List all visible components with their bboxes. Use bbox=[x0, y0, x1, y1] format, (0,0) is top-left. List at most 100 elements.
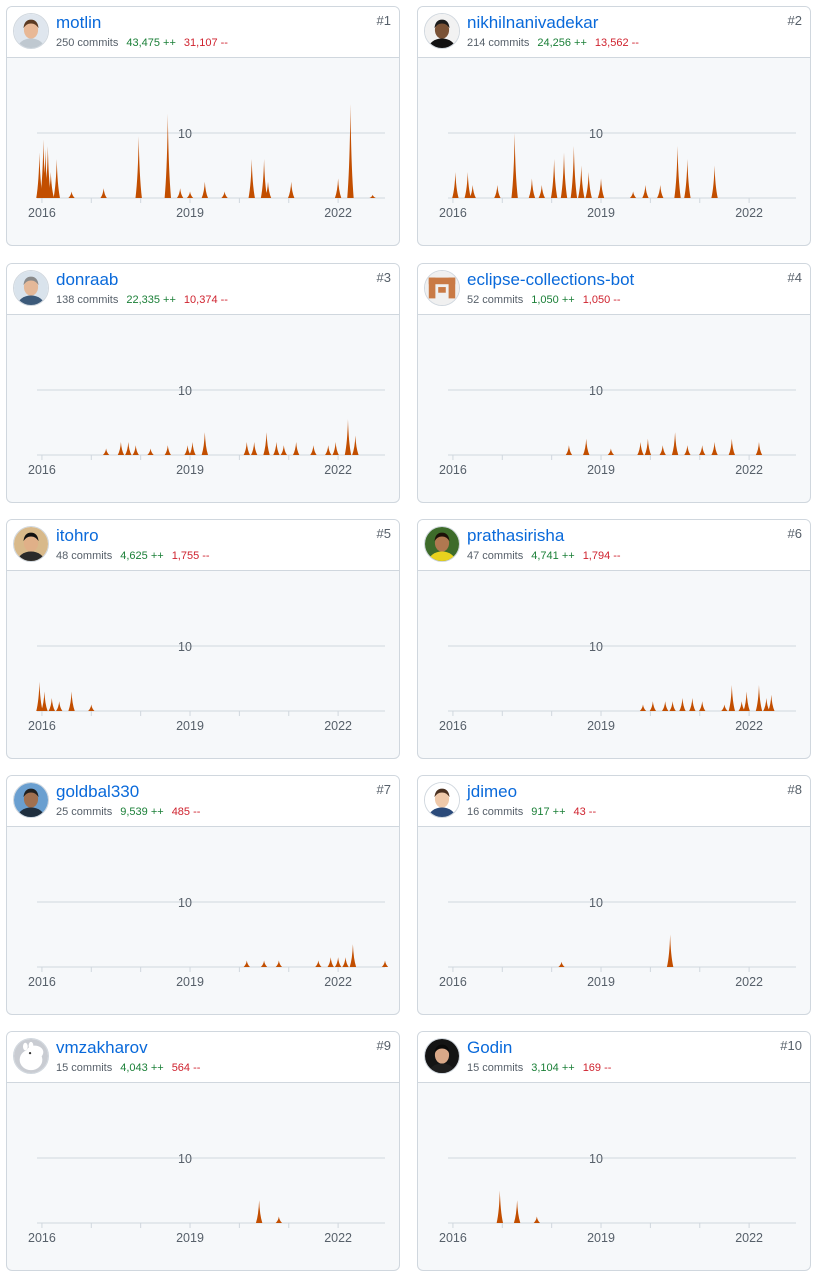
contributor-login-link[interactable]: prathasirisha bbox=[467, 526, 565, 545]
contributor-card-header: eclipse-collections-bot 52 commits 1,050 +… bbox=[418, 264, 810, 315]
user-avatar-avatar-image bbox=[425, 527, 459, 561]
contributor-login-link[interactable]: vmzakharov bbox=[56, 1038, 148, 1057]
contribution-spike bbox=[659, 445, 666, 455]
contribution-spike bbox=[201, 432, 209, 455]
contribution-chart-svg: 10 2016 2019 2022 bbox=[28, 384, 385, 477]
x-tick-label: 2019 bbox=[587, 975, 615, 989]
contribution-spike bbox=[657, 185, 664, 198]
contributor-login-link[interactable]: nikhilnanivadekar bbox=[467, 13, 599, 32]
contribution-spike bbox=[315, 960, 322, 967]
contribution-spike bbox=[763, 698, 770, 711]
y-tick-label: 10 bbox=[178, 896, 192, 910]
contributor-login-link[interactable]: goldbal330 bbox=[56, 782, 140, 801]
avatar[interactable] bbox=[424, 782, 460, 818]
contribution-spike bbox=[327, 957, 334, 967]
y-tick-label: 10 bbox=[589, 640, 603, 654]
contributor-card: prathasirisha 47 commits 4,741 ++ 1,794 -- #… bbox=[417, 519, 811, 759]
contribution-spike bbox=[47, 172, 55, 198]
contributor-login-link[interactable]: donraab bbox=[56, 270, 119, 289]
contribution-spike bbox=[164, 113, 172, 198]
x-tick-label: 2016 bbox=[439, 206, 467, 220]
contribution-spike bbox=[288, 181, 295, 198]
contribution-chart: 10 2016 2019 2022 bbox=[7, 827, 399, 1014]
contribution-spike bbox=[513, 1200, 521, 1223]
avatar[interactable] bbox=[13, 782, 49, 818]
contribution-spike bbox=[347, 103, 354, 198]
x-tick-label: 2019 bbox=[587, 719, 615, 733]
contribution-spike bbox=[132, 445, 139, 455]
contributor-stats: 47 commits 4,741 ++ 1,794 -- bbox=[467, 549, 621, 563]
x-tick-label: 2022 bbox=[324, 463, 352, 477]
commit-count-link[interactable]: 15 commits bbox=[56, 1062, 113, 1074]
commit-count-link[interactable]: 48 commits bbox=[56, 550, 113, 562]
x-tick-label: 2016 bbox=[439, 463, 467, 477]
y-tick-label: 10 bbox=[589, 127, 603, 141]
contributor-login-link[interactable]: Godin bbox=[467, 1038, 513, 1057]
contributor-login-link[interactable]: itohro bbox=[56, 526, 99, 545]
commit-count-link[interactable]: 15 commits bbox=[467, 1062, 524, 1074]
commit-count-link[interactable]: 16 commits bbox=[467, 806, 524, 818]
contribution-spike bbox=[469, 185, 476, 198]
contributor-stats: 16 commits 917 ++ 43 -- bbox=[467, 805, 596, 819]
contribution-spike bbox=[558, 961, 565, 967]
user-avatar-avatar-image bbox=[14, 14, 48, 48]
contribution-spike bbox=[273, 442, 280, 455]
contribution-spike bbox=[560, 152, 568, 198]
commit-count-link[interactable]: 214 commits bbox=[467, 37, 530, 49]
commit-count-link[interactable]: 52 commits bbox=[467, 294, 524, 306]
avatar[interactable] bbox=[13, 270, 49, 306]
contributor-card: itohro 48 commits 4,625 ++ 1,755 -- #5 10 2016… bbox=[6, 519, 400, 759]
avatar[interactable] bbox=[13, 526, 49, 562]
moomin-avatar-avatar-image bbox=[14, 1039, 48, 1073]
x-tick-label: 2022 bbox=[324, 719, 352, 733]
contribution-spike bbox=[666, 934, 674, 967]
x-tick-label: 2016 bbox=[28, 719, 56, 733]
contribution-spike bbox=[221, 191, 228, 198]
commit-count-link[interactable]: 25 commits bbox=[56, 806, 113, 818]
contribution-spike bbox=[644, 438, 652, 455]
contribution-spike bbox=[56, 701, 63, 711]
contribution-spike bbox=[344, 419, 352, 455]
contribution-spike bbox=[147, 448, 154, 455]
additions-count: 43,475 ++ bbox=[126, 37, 176, 49]
y-tick-label: 10 bbox=[178, 384, 192, 398]
contribution-spike bbox=[684, 159, 691, 198]
commit-count-link[interactable]: 138 commits bbox=[56, 294, 119, 306]
contributor-login-link[interactable]: motlin bbox=[56, 13, 102, 32]
contribution-spike bbox=[280, 445, 288, 455]
avatar[interactable] bbox=[424, 526, 460, 562]
commit-count-link[interactable]: 47 commits bbox=[467, 550, 524, 562]
user-avatar-avatar-image bbox=[425, 783, 459, 817]
contribution-spike bbox=[768, 694, 775, 711]
y-tick-label: 10 bbox=[589, 1152, 603, 1166]
contributor-login-link[interactable]: jdimeo bbox=[467, 782, 518, 801]
commit-count-link[interactable]: 250 commits bbox=[56, 37, 119, 49]
x-tick-label: 2022 bbox=[324, 1231, 352, 1245]
contribution-chart: 10 2016 2019 2022 bbox=[418, 571, 810, 758]
x-tick-label: 2019 bbox=[176, 1231, 204, 1245]
avatar[interactable] bbox=[424, 13, 460, 49]
avatar[interactable] bbox=[13, 13, 49, 49]
contribution-spike bbox=[102, 448, 110, 455]
contribution-chart-svg: 10 2016 2019 2022 bbox=[28, 640, 385, 733]
x-tick-label: 2019 bbox=[587, 1231, 615, 1245]
contribution-spike bbox=[494, 185, 501, 198]
contribution-spike bbox=[583, 438, 590, 455]
contribution-spike bbox=[728, 438, 736, 455]
contribution-spike bbox=[464, 172, 471, 198]
avatar[interactable] bbox=[424, 270, 460, 306]
contributor-stats: 15 commits 4,043 ++ 564 -- bbox=[56, 1061, 200, 1075]
contribution-spike bbox=[135, 136, 142, 198]
contribution-spike bbox=[452, 172, 459, 198]
identicon-avatar-avatar-image bbox=[425, 271, 459, 305]
avatar[interactable] bbox=[13, 1038, 49, 1074]
additions-count: 1,050 ++ bbox=[531, 294, 575, 306]
avatar[interactable] bbox=[424, 1038, 460, 1074]
user-avatar-avatar-image bbox=[14, 783, 48, 817]
contributor-rank: #8 bbox=[787, 782, 802, 797]
contribution-chart-svg: 10 2016 2019 2022 bbox=[439, 127, 796, 220]
x-tick-label: 2022 bbox=[735, 1231, 763, 1245]
contribution-chart: 10 2016 2019 2022 bbox=[7, 315, 399, 502]
contributor-login-link[interactable]: eclipse-collections-bot bbox=[467, 270, 635, 289]
contributor-card-header: vmzakharov 15 commits 4,043 ++ 564 -- #9 bbox=[7, 1032, 399, 1083]
